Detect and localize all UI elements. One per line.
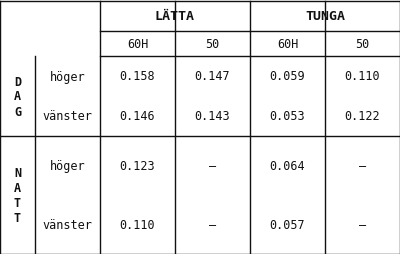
- Text: N
A
T
T: N A T T: [14, 166, 21, 224]
- Text: 60H: 60H: [127, 38, 148, 51]
- Text: 60H: 60H: [277, 38, 298, 51]
- Text: –: –: [359, 218, 366, 231]
- Text: höger: höger: [50, 159, 85, 172]
- Text: vänster: vänster: [42, 110, 92, 123]
- Text: höger: höger: [50, 70, 85, 83]
- Text: LÄTTA: LÄTTA: [155, 10, 195, 23]
- Text: 0.158: 0.158: [120, 70, 155, 83]
- Text: 0.053: 0.053: [270, 110, 305, 123]
- Text: 0.064: 0.064: [270, 159, 305, 172]
- Text: –: –: [359, 159, 366, 172]
- Text: D
A
G: D A G: [14, 75, 21, 118]
- Text: 50: 50: [205, 38, 220, 51]
- Text: 0.122: 0.122: [345, 110, 380, 123]
- Text: 0.143: 0.143: [195, 110, 230, 123]
- Text: –: –: [209, 159, 216, 172]
- Text: 0.147: 0.147: [195, 70, 230, 83]
- Text: 0.059: 0.059: [270, 70, 305, 83]
- Text: vänster: vänster: [42, 218, 92, 231]
- Text: 50: 50: [355, 38, 370, 51]
- Text: TUNGA: TUNGA: [305, 10, 345, 23]
- Text: 0.057: 0.057: [270, 218, 305, 231]
- Text: 0.110: 0.110: [345, 70, 380, 83]
- Text: 0.123: 0.123: [120, 159, 155, 172]
- Text: 0.146: 0.146: [120, 110, 155, 123]
- Text: –: –: [209, 218, 216, 231]
- Text: 0.110: 0.110: [120, 218, 155, 231]
